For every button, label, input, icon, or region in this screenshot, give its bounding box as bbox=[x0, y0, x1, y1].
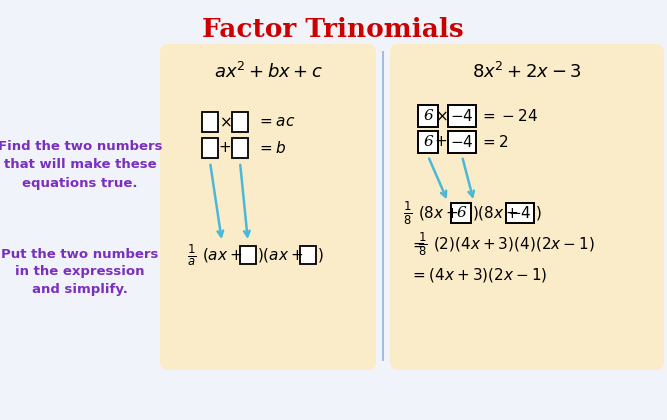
Text: $= 2$: $= 2$ bbox=[480, 134, 509, 150]
Text: $= ac$: $= ac$ bbox=[257, 115, 295, 129]
Text: 6: 6 bbox=[423, 135, 433, 149]
FancyBboxPatch shape bbox=[160, 44, 376, 370]
Text: $)(ax+$: $)(ax+$ bbox=[257, 246, 303, 264]
FancyBboxPatch shape bbox=[506, 203, 534, 223]
Text: $8x^2+2x-3$: $8x^2+2x-3$ bbox=[472, 62, 582, 82]
FancyBboxPatch shape bbox=[418, 105, 438, 127]
Text: $)$: $)$ bbox=[535, 204, 542, 222]
FancyBboxPatch shape bbox=[202, 138, 218, 158]
Text: $= -24$: $= -24$ bbox=[480, 108, 538, 124]
FancyBboxPatch shape bbox=[232, 138, 248, 158]
Text: $(2)(4x+3)(4)(2x-1)$: $(2)(4x+3)(4)(2x-1)$ bbox=[433, 235, 595, 253]
Text: 6: 6 bbox=[423, 109, 433, 123]
Text: $ax^2+bx+c$: $ax^2+bx+c$ bbox=[213, 62, 322, 82]
Text: $+$: $+$ bbox=[434, 134, 448, 150]
FancyBboxPatch shape bbox=[232, 112, 248, 132]
FancyBboxPatch shape bbox=[202, 112, 218, 132]
Text: 6: 6 bbox=[456, 206, 466, 220]
Text: Factor Trinomials: Factor Trinomials bbox=[202, 17, 464, 42]
Text: $= b$: $= b$ bbox=[257, 140, 287, 156]
FancyBboxPatch shape bbox=[300, 246, 316, 264]
Text: $\times$: $\times$ bbox=[219, 115, 231, 129]
Text: $-4$: $-4$ bbox=[450, 134, 474, 150]
FancyBboxPatch shape bbox=[390, 44, 664, 370]
Text: $-4$: $-4$ bbox=[450, 108, 474, 124]
FancyBboxPatch shape bbox=[418, 131, 438, 153]
FancyBboxPatch shape bbox=[240, 246, 256, 264]
Text: $\frac{1}{a}$: $\frac{1}{a}$ bbox=[187, 242, 197, 268]
Text: $\frac{1}{8}$: $\frac{1}{8}$ bbox=[418, 230, 428, 258]
Text: $)(8x+$: $)(8x+$ bbox=[472, 204, 519, 222]
Text: $+$: $+$ bbox=[218, 141, 231, 155]
FancyBboxPatch shape bbox=[448, 105, 476, 127]
Text: $(ax+$: $(ax+$ bbox=[202, 246, 242, 264]
FancyBboxPatch shape bbox=[451, 203, 471, 223]
Text: $\frac{1}{8}$: $\frac{1}{8}$ bbox=[404, 200, 413, 227]
Text: $-4$: $-4$ bbox=[508, 205, 532, 221]
Text: $)$: $)$ bbox=[317, 246, 323, 264]
Text: $=(4x+3)(2x-1)$: $=(4x+3)(2x-1)$ bbox=[410, 266, 548, 284]
Text: $(8x+$: $(8x+$ bbox=[418, 204, 459, 222]
Text: $\times$: $\times$ bbox=[435, 108, 448, 123]
FancyBboxPatch shape bbox=[448, 131, 476, 153]
Text: $=$: $=$ bbox=[410, 236, 426, 252]
Text: Find the two numbers
that will make these
equations true.: Find the two numbers that will make thes… bbox=[0, 141, 162, 189]
Text: Put the two numbers
in the expression
and simplify.: Put the two numbers in the expression an… bbox=[1, 247, 159, 297]
